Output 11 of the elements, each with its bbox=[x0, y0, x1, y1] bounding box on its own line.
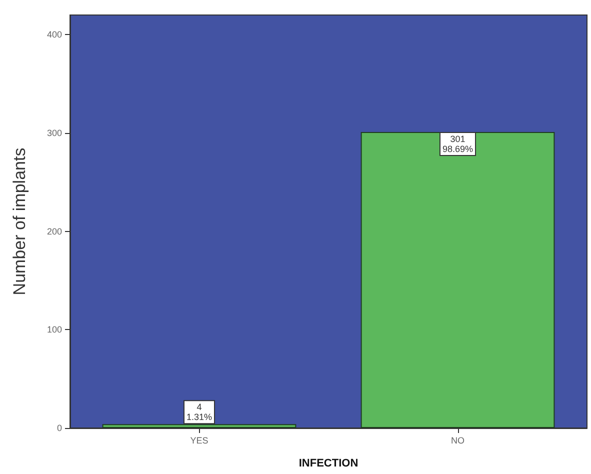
y-tick-label: 200 bbox=[46, 226, 62, 236]
y-tick-label: 300 bbox=[46, 128, 62, 138]
y-tick-label: 400 bbox=[46, 30, 62, 40]
x-tick-label: NO bbox=[451, 436, 464, 446]
y-tick-label: 100 bbox=[46, 324, 62, 335]
y-axis-title: Number of implants bbox=[10, 148, 29, 296]
data-label: 4 1.31% bbox=[186, 402, 212, 422]
y-tick-label: 0 bbox=[56, 423, 62, 433]
data-label: 301 98.69% bbox=[442, 134, 474, 154]
x-axis-title: INFECTION bbox=[298, 458, 358, 470]
x-tick-label: YES bbox=[190, 436, 208, 446]
